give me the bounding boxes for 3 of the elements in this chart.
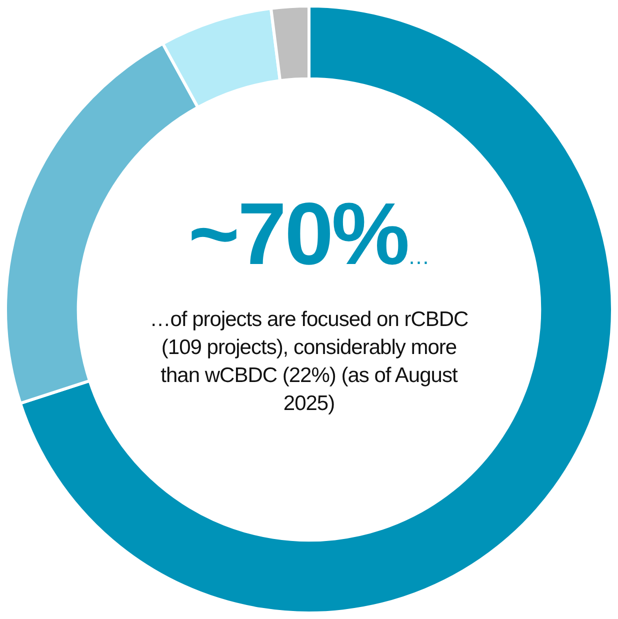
text: …	[408, 244, 430, 269]
text: …of projects are focused on rCBDC (109 projects), considerably more than wCBDC (22%) (as of August 2025)	[148, 307, 470, 417]
text: ~70%	[188, 184, 408, 283]
